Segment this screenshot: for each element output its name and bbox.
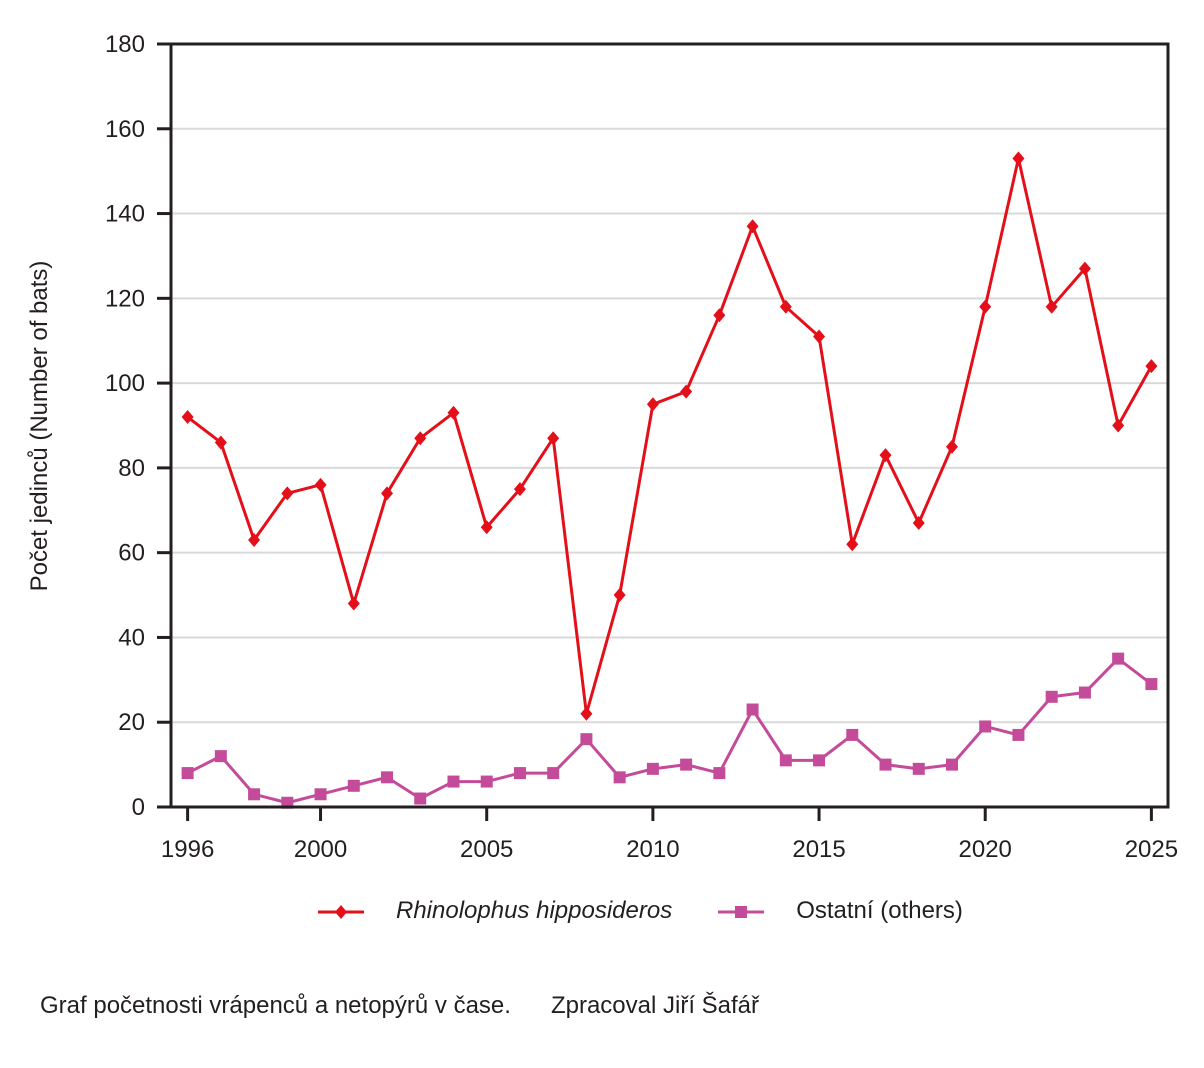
data-point-diamond bbox=[314, 477, 327, 492]
legend-item-others: Ostatní (others) bbox=[716, 897, 963, 925]
series-others bbox=[181, 652, 1158, 809]
data-point-square bbox=[214, 750, 227, 763]
data-point-diamond bbox=[1045, 299, 1058, 314]
y-tick-label: 20 bbox=[118, 709, 145, 736]
data-point-diamond bbox=[846, 537, 859, 552]
legend-swatch-square-icon bbox=[716, 901, 766, 921]
data-point-square bbox=[513, 767, 526, 780]
line-chart: 0 20 40 60 80 100 120 140 160 180 1996 2000 2005 201… bbox=[26, 31, 1178, 863]
data-point-diamond bbox=[646, 397, 659, 412]
data-point-diamond bbox=[979, 299, 992, 314]
data-point-diamond bbox=[945, 439, 958, 454]
data-point-diamond bbox=[381, 486, 394, 501]
data-point-square bbox=[680, 758, 693, 771]
caption-author: Zpracoval Jiří Šafář bbox=[550, 992, 760, 1019]
series-layer bbox=[181, 151, 1158, 809]
y-tick-label: 60 bbox=[118, 540, 145, 567]
y-tick-label: 180 bbox=[105, 31, 145, 58]
data-point-square bbox=[979, 720, 992, 733]
data-point-square bbox=[248, 788, 261, 801]
data-point-square bbox=[414, 792, 427, 805]
data-point-square bbox=[181, 767, 194, 780]
y-tick-label: 160 bbox=[105, 116, 145, 143]
data-point-diamond bbox=[248, 532, 261, 547]
legend-label-rhinolophus: Rhinolophus hipposideros bbox=[396, 897, 673, 924]
x-tick-label: 2005 bbox=[460, 836, 513, 863]
y-tick-label: 0 bbox=[132, 794, 145, 821]
y-axis-title: Počet jedinců (Number of bats) bbox=[26, 261, 53, 592]
data-point-square bbox=[547, 767, 560, 780]
x-tick-label: 2010 bbox=[626, 836, 679, 863]
data-point-square bbox=[1012, 728, 1025, 741]
data-point-square bbox=[447, 775, 460, 788]
data-point-square bbox=[879, 758, 892, 771]
data-point-diamond bbox=[447, 405, 460, 420]
data-point-square bbox=[813, 754, 826, 767]
x-tick-label: 2020 bbox=[959, 836, 1012, 863]
x-axis: 1996 2000 2005 2010 2015 2020 2025 bbox=[161, 807, 1178, 863]
data-point-diamond bbox=[1112, 418, 1125, 433]
legend-swatch-diamond-icon bbox=[316, 901, 366, 921]
data-point-diamond bbox=[1078, 261, 1091, 276]
data-point-square bbox=[746, 703, 759, 716]
data-point-diamond bbox=[713, 308, 726, 323]
data-point-diamond bbox=[879, 448, 892, 463]
y-tick-label: 100 bbox=[105, 370, 145, 397]
data-point-square bbox=[381, 771, 394, 784]
data-point-square bbox=[580, 733, 593, 746]
x-tick-label: 2015 bbox=[792, 836, 845, 863]
data-point-diamond bbox=[680, 384, 693, 399]
data-point-diamond bbox=[281, 486, 294, 501]
data-point-square bbox=[779, 754, 792, 767]
legend-item-rhinolophus: Rhinolophus hipposideros bbox=[316, 897, 672, 925]
data-point-square bbox=[1145, 678, 1158, 691]
data-point-diamond bbox=[746, 219, 759, 234]
x-tick-label: 2025 bbox=[1125, 836, 1178, 863]
data-point-diamond bbox=[547, 431, 560, 446]
data-point-square bbox=[1078, 686, 1091, 699]
data-point-diamond bbox=[414, 431, 427, 446]
y-tick-label: 140 bbox=[105, 201, 145, 228]
data-point-square bbox=[945, 758, 958, 771]
caption: Graf početnosti vrápenců a netopýrů v ča… bbox=[40, 992, 759, 1020]
data-point-square bbox=[314, 788, 327, 801]
legend: Rhinolophus hipposideros Ostatní (others… bbox=[316, 893, 963, 929]
x-tick-label: 2000 bbox=[294, 836, 347, 863]
plot-frame bbox=[169, 42, 1170, 809]
series-rhinolophus bbox=[181, 151, 1158, 721]
legend-label-others: Ostatní (others) bbox=[796, 897, 963, 924]
y-tick-label: 40 bbox=[118, 624, 145, 651]
data-point-diamond bbox=[181, 410, 194, 425]
data-point-diamond bbox=[779, 299, 792, 314]
y-axis: 0 20 40 60 80 100 120 140 160 180 bbox=[105, 31, 171, 821]
data-point-square bbox=[646, 762, 659, 775]
data-point-square bbox=[912, 762, 925, 775]
x-tick-label: 1996 bbox=[161, 836, 214, 863]
data-point-diamond bbox=[513, 482, 526, 497]
data-point-diamond bbox=[214, 435, 227, 450]
caption-description: Graf početnosti vrápenců a netopýrů v ča… bbox=[40, 992, 511, 1019]
data-point-diamond bbox=[912, 515, 925, 530]
gridlines bbox=[171, 127, 1168, 724]
data-point-diamond bbox=[480, 520, 493, 535]
data-point-square bbox=[1112, 652, 1125, 665]
data-point-square bbox=[713, 767, 726, 780]
data-point-diamond bbox=[813, 329, 826, 344]
data-point-square bbox=[613, 771, 626, 784]
data-point-diamond bbox=[580, 706, 593, 721]
data-point-diamond bbox=[347, 596, 360, 611]
y-tick-label: 120 bbox=[105, 285, 145, 312]
series-line bbox=[186, 156, 1153, 716]
data-point-diamond bbox=[613, 588, 626, 603]
y-tick-label: 80 bbox=[118, 455, 145, 482]
data-point-square bbox=[846, 728, 859, 741]
data-point-diamond bbox=[1012, 151, 1025, 166]
data-point-square bbox=[347, 779, 360, 792]
data-point-diamond bbox=[1145, 359, 1158, 374]
series-line bbox=[186, 657, 1153, 805]
data-point-square bbox=[480, 775, 493, 788]
data-point-square bbox=[1045, 690, 1058, 703]
